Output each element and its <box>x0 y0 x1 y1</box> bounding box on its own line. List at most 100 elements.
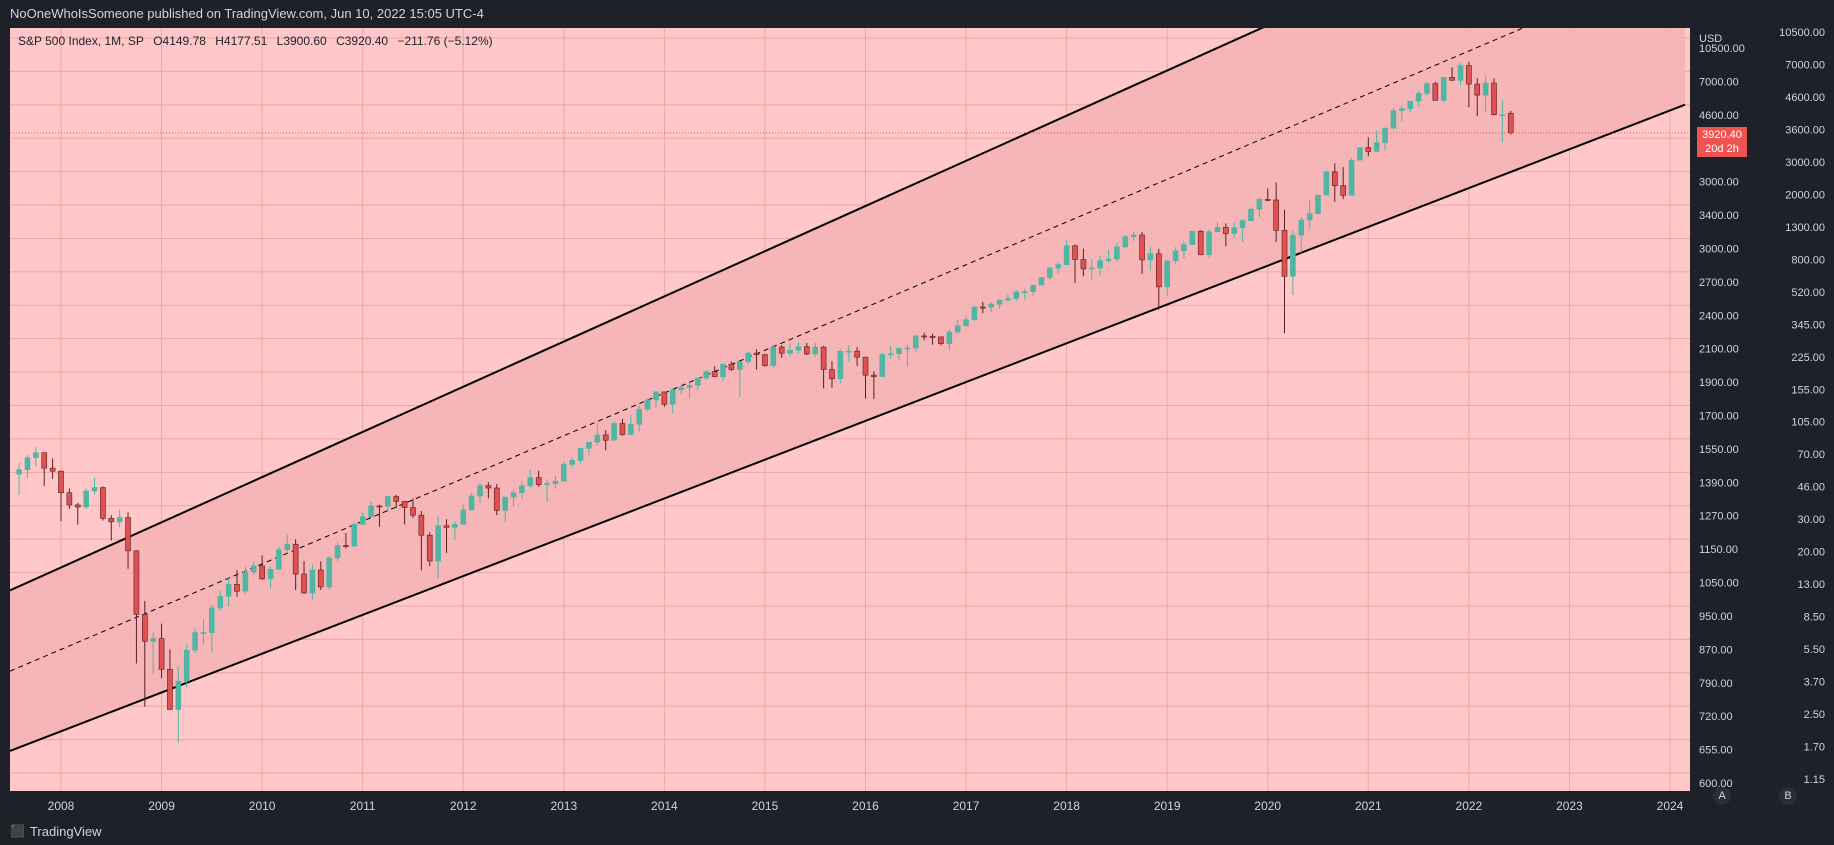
candle-body <box>1407 100 1414 110</box>
candle-up <box>250 561 257 576</box>
candle-up <box>1399 105 1405 122</box>
candle-up <box>552 475 559 489</box>
candle-body <box>921 335 927 338</box>
channel-lower-line[interactable] <box>9 103 1686 752</box>
candle-down <box>259 555 265 580</box>
candle-body <box>1306 213 1313 221</box>
candle-body <box>804 346 810 355</box>
candle-up <box>946 329 953 351</box>
candle-down <box>485 482 492 499</box>
candle-body <box>41 452 48 469</box>
candle-body <box>1122 236 1129 248</box>
candle-body <box>49 467 56 472</box>
candle-up <box>896 347 902 361</box>
price-tick-label: 950.00 <box>1699 611 1733 623</box>
price-axis-panel[interactable] <box>1690 28 1834 818</box>
candle-down <box>711 366 718 378</box>
candle-down <box>829 361 835 388</box>
candle-down <box>1223 223 1229 247</box>
secondary-tick-label: 3000.00 <box>1785 157 1825 169</box>
candle-body <box>636 408 643 425</box>
candle-up <box>16 463 22 495</box>
price-tick-label: 1150.00 <box>1699 544 1738 556</box>
candle-body <box>1256 199 1263 210</box>
tradingview-logo-icon: ⬛ <box>10 824 25 838</box>
candle-body <box>66 492 73 506</box>
candle-down <box>535 470 542 487</box>
time-tick-label: 2020 <box>1254 799 1281 813</box>
candle-body <box>896 348 902 354</box>
time-tick-label: 2021 <box>1355 799 1382 813</box>
candle-body <box>1130 234 1137 237</box>
candle-up <box>309 564 316 600</box>
candle-body <box>1189 230 1196 245</box>
candle-body <box>745 352 751 362</box>
price-axis-ticks: 10500.007000.004600.004200.003000.003400… <box>1699 43 1745 790</box>
time-tick-label: 2015 <box>752 799 779 813</box>
candle-up <box>1164 260 1170 296</box>
candle-body <box>301 573 307 594</box>
candle-up <box>477 482 483 503</box>
footer-bar: ⬛ TradingView <box>0 818 1834 845</box>
candle-body <box>1432 83 1439 101</box>
candle-down <box>376 504 383 527</box>
candle-down <box>854 347 860 366</box>
candle-up <box>192 628 198 653</box>
candle-body <box>142 613 148 642</box>
candle-body <box>619 423 626 435</box>
candle-up <box>795 342 802 354</box>
candle-up <box>267 566 274 589</box>
secondary-axis-ticks: 10500.00 7000.00 4600.00 3600.00 3000.00 2000… <box>1779 28 1825 786</box>
candle-body <box>787 349 793 354</box>
candle-down <box>862 356 869 399</box>
candle-body <box>1063 245 1070 265</box>
secondary-tick-label: 1.15 <box>1804 774 1825 786</box>
candle-up <box>1348 157 1355 196</box>
candle-up <box>1440 77 1447 103</box>
price-tick-label: 10500.00 <box>1699 43 1745 55</box>
candle-body <box>1507 112 1514 134</box>
candle-body <box>1172 250 1179 262</box>
candle-up <box>678 385 684 395</box>
b-scale-button[interactable]: B <box>1779 787 1797 805</box>
candle-up <box>1088 259 1095 281</box>
candle-body <box>1340 185 1346 196</box>
candle-body <box>879 354 886 377</box>
channel-median-line[interactable] <box>9 28 1685 672</box>
candle-body <box>1055 264 1062 269</box>
channel-upper-line[interactable] <box>9 28 1685 592</box>
symbol-legend: S&P 500 Index, 1M, SP O4149.78 H4177.51 … <box>18 34 499 48</box>
candle-body <box>292 544 299 575</box>
candle-up <box>1105 249 1112 263</box>
price-tick-label: 2400.00 <box>1699 310 1739 322</box>
candle-body <box>368 505 374 518</box>
candle-body <box>1382 127 1388 143</box>
time-axis-panel[interactable] <box>0 791 1834 818</box>
secondary-tick-label: 70.00 <box>1797 449 1825 461</box>
currency-label: USD <box>1699 33 1722 45</box>
candle-body <box>1139 234 1145 261</box>
footer-brand[interactable]: ⬛ TradingView <box>10 818 102 845</box>
time-axis-ticks: 2008 2009 2010 2011 2012 2013 2014 2015 2016 2017… <box>48 799 1684 813</box>
candle-body <box>1038 277 1045 286</box>
symbol-name[interactable]: S&P 500 Index, 1M, SP <box>18 34 144 48</box>
candle-up <box>1248 207 1254 221</box>
candle-up <box>1055 262 1062 274</box>
secondary-tick-label: 345.00 <box>1791 319 1825 331</box>
candle-down <box>49 458 56 480</box>
candle-body <box>954 325 961 333</box>
candle-up <box>83 488 89 510</box>
candle-up <box>644 398 651 412</box>
candlestick-chart[interactable]: USD 10500.007000.004600.004200.003000.00… <box>0 28 1834 818</box>
candle-down <box>142 601 148 707</box>
candle-up <box>971 306 978 321</box>
candle-body <box>150 638 156 642</box>
auto-scale-button[interactable]: A <box>1713 787 1731 805</box>
candle-down <box>921 332 927 341</box>
candle-body <box>1214 227 1221 233</box>
candle-body <box>1323 171 1330 196</box>
candle-up <box>569 456 575 468</box>
candle-body <box>1013 291 1020 299</box>
candle-body <box>477 485 483 497</box>
candle-body <box>359 516 366 525</box>
